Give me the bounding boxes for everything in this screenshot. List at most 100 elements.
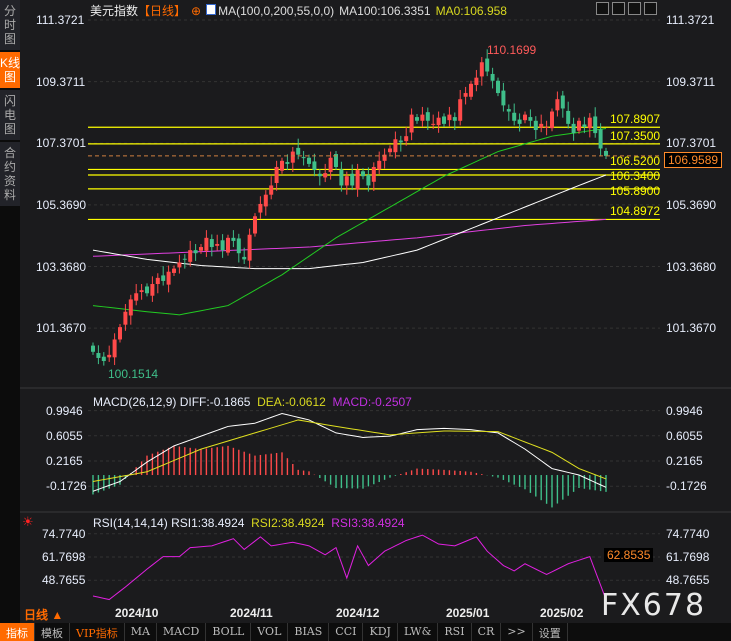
candle-body [469,83,473,97]
price-tick: 105.3690 [36,197,87,212]
indicator-tab[interactable]: VIP指标 [70,623,125,641]
indicator-tab[interactable]: MA [125,623,157,641]
candle-body [598,129,603,149]
time-label: 2025/02 [540,606,584,620]
macd-value: MACD:-0.2507 [332,395,412,409]
price-tick: 103.3680 [666,259,717,274]
rsi2-value: RSI2:38.4924 [251,516,325,530]
indicator-tab[interactable]: CCI [329,623,364,641]
candle-body [231,237,236,241]
period-selector[interactable]: 日线 ▲ [24,608,64,622]
sidebar: 分时图 K线图 闪电图 合约资料 [0,0,20,623]
ma200-line [92,218,607,257]
rsi-settings-icon[interactable]: ☀ [22,514,34,529]
indicator-tab[interactable]: VOL [251,623,289,641]
candle-body [463,93,468,97]
indicator-tab[interactable]: 模板 [35,623,70,641]
candle-body [587,117,592,129]
jump-end-icon[interactable] [644,2,657,15]
rsi-tick: 48.7655 [666,573,710,588]
chart-header: 美元指数【日线】 ⊕ MA(100,0,200,55,0,0) MA100:106.3… [90,2,512,19]
candle-body [377,160,382,170]
ma0-value: MA0:106.958 [435,4,507,18]
hline-label: 107.8907 [610,112,661,127]
indicator-tab[interactable]: MACD [157,623,207,641]
candle-body [517,119,522,124]
indicator-tab[interactable]: KDJ [363,623,398,641]
zoom-range-icon[interactable] [612,2,625,15]
period-label: 【日线】 [138,4,187,18]
candle-body [512,112,517,121]
candle-body [134,293,139,301]
candle-body [199,247,203,251]
tab-flash-chart[interactable]: 闪电图 [0,90,20,140]
indicator-tab[interactable]: LW& [398,623,439,641]
candle-body [182,258,187,260]
candle-body [188,250,193,262]
candle-body [479,62,484,77]
candle-body [571,123,576,134]
rsi-current-tag: 62.8535 [604,548,654,563]
price-tick: 109.3711 [36,74,86,89]
candle-body [209,239,214,248]
candle-body [431,123,436,125]
indicator-tab[interactable]: BIAS [288,623,330,641]
candle-body [523,114,527,121]
candle-body [220,240,225,251]
price-tick: 111.3721 [666,13,715,27]
candle-body [307,157,311,164]
current-price-tag: 106.9589 [664,151,723,168]
indicator-tab[interactable]: RSI [438,623,472,641]
rsi1-value: RSI1:38.4924 [171,516,245,530]
time-label: 2025/01 [446,606,490,620]
candle-body [177,262,182,268]
price-tick: 107.3701 [36,136,87,151]
candle-body [442,116,446,124]
candle-body [366,174,371,186]
candle-body [123,311,128,325]
candle-body [539,123,544,128]
candle-body [317,173,322,177]
indicator-tab[interactable]: 指标 [0,623,35,641]
rsi-tick: 61.7698 [42,550,86,564]
ma100-value: MA100:106.3351 [339,4,431,18]
candle-body [290,151,295,163]
candle-body [361,171,365,177]
macd-legend: MACD(26,12,9) DIFF:-0.1865 DEA:-0.0612 M… [93,395,412,409]
candle-body [150,284,155,296]
rsi-tick: 74.7740 [42,526,86,541]
candle-body [371,166,376,182]
tab-contract-info[interactable]: 合约资料 [0,142,20,206]
crosshair-icon[interactable] [596,2,609,15]
play-icon[interactable] [628,2,641,15]
candle-body [128,299,133,316]
indicator-tab[interactable]: BOLL [206,623,252,641]
chart-canvas[interactable] [0,0,731,623]
high-annotation: 110.1699 [487,43,537,57]
candle-body [193,250,198,254]
tab-time-chart[interactable]: 分时图 [0,0,20,50]
indicator-icon[interactable] [206,4,217,15]
target-icon[interactable]: ⊕ [191,4,202,18]
macd-dea-line [92,419,607,483]
rsi-tick: 48.7655 [42,573,86,588]
hline-label: 107.3500 [610,128,661,143]
candle-body [577,120,581,131]
candle-body [285,162,290,164]
time-label: 2024/12 [336,606,380,620]
candle-body [436,117,441,126]
tab-kline-chart[interactable]: K线图 [0,52,20,88]
macd-dea: DEA:-0.0612 [257,395,326,409]
candle-body [501,90,506,106]
indicator-tab[interactable]: 设置 [533,623,568,641]
macd-tick: 0.2165 [666,454,703,468]
indicator-tab[interactable]: >> [501,623,533,641]
candle-body [107,354,112,358]
candle-body [496,80,500,94]
candle-body [312,161,317,171]
candle-body [258,203,263,213]
indicator-tab[interactable]: CR [472,623,502,641]
candle-body [582,124,587,127]
macd-tick: 0.6055 [666,428,703,443]
candle-body [339,169,344,186]
